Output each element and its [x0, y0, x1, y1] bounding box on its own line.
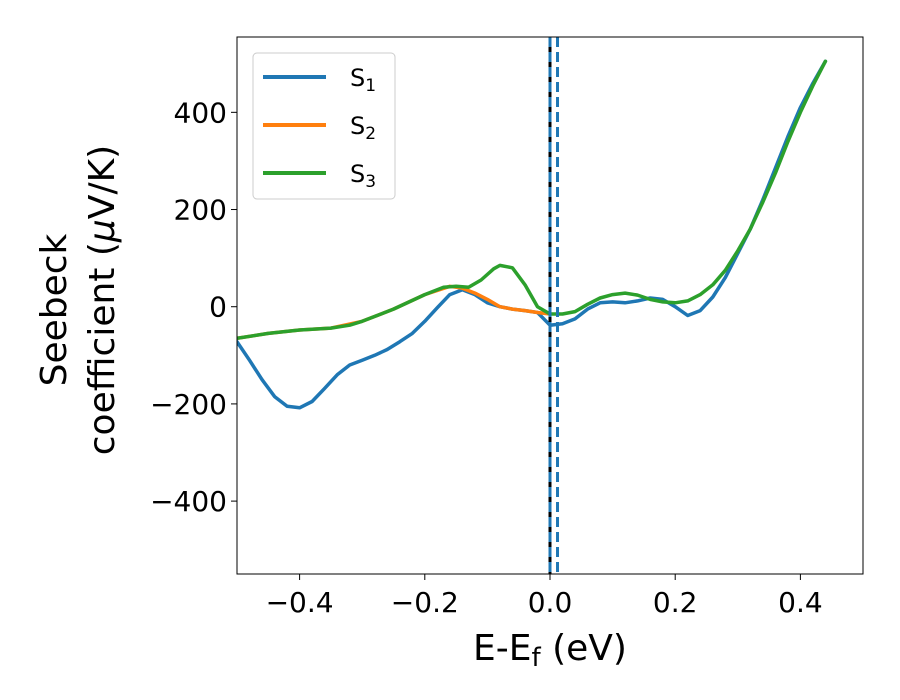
x-axis-ticks: −0.4 −0.2 0.0 0.2 0.4 [266, 574, 823, 619]
y-tick-label: −400 [150, 485, 227, 518]
vertical-lines-layer [548, 37, 560, 574]
y-axis-ticks: −400 −200 0 200 400 [150, 96, 237, 518]
y-tick-label: 200 [174, 194, 227, 227]
y-tick-label: 400 [174, 96, 227, 129]
y-axis-title-line2: coefficient (μV/K) [82, 145, 123, 455]
x-axis-title: E-Ef (eV) [473, 628, 627, 673]
x-tick-label: 0.4 [778, 586, 823, 619]
plot-lines-layer [237, 59, 828, 410]
series-line-s3 [237, 59, 828, 341]
legend-label-s3: S3 [350, 160, 376, 192]
x-tick-label: −0.2 [391, 586, 459, 619]
legend: S1 S2 S3 [252, 52, 396, 200]
x-tick-label: 0.0 [528, 586, 573, 619]
x-tick-label: −0.4 [266, 586, 334, 619]
legend-label-s2: S2 [350, 112, 376, 144]
x-tick-label: 0.2 [653, 586, 698, 619]
y-tick-label: −200 [150, 388, 227, 421]
y-tick-label: 0 [209, 291, 227, 324]
legend-label-s1: S1 [350, 64, 376, 96]
y-axis-title-line1: Seebeck [34, 233, 75, 386]
